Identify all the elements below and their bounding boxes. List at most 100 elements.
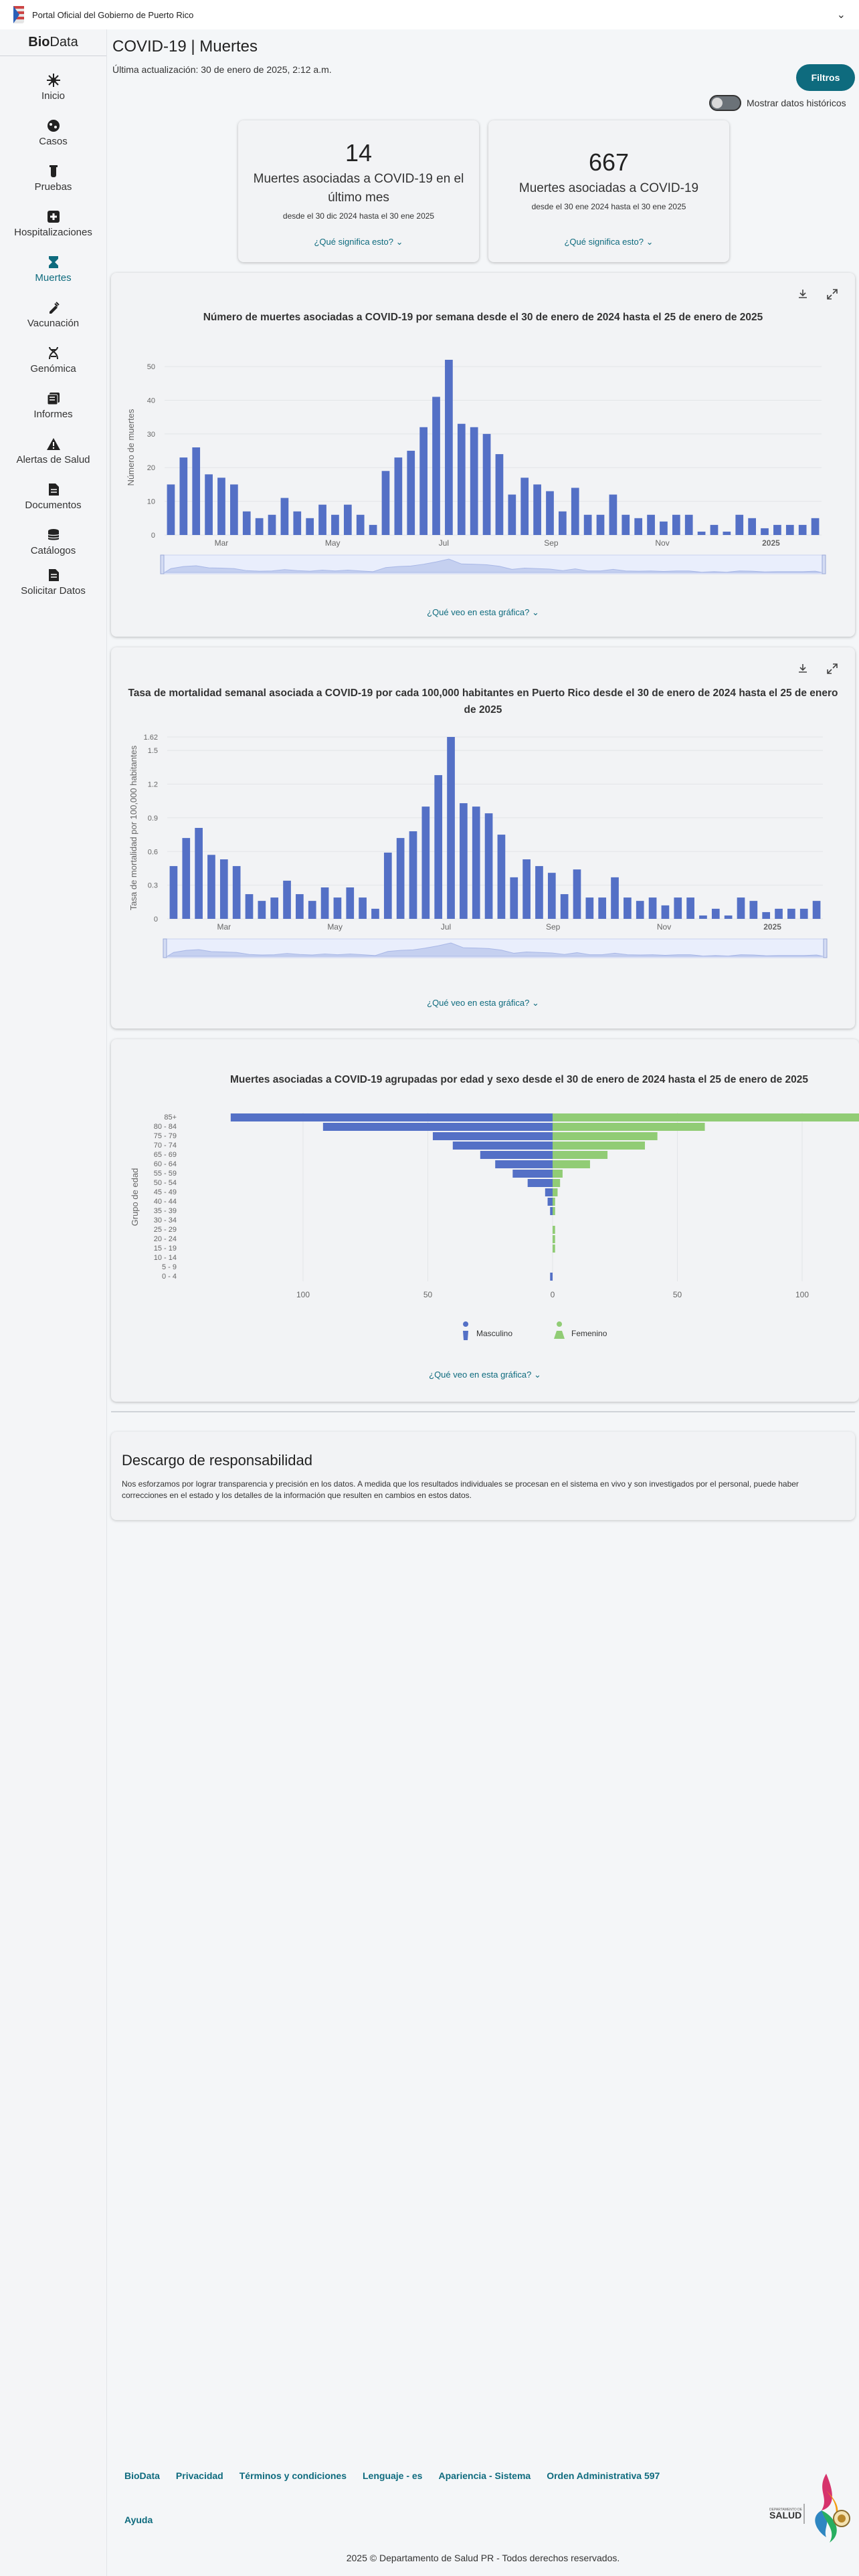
bar[interactable]	[205, 474, 213, 535]
bar[interactable]	[270, 897, 279, 919]
bar[interactable]	[232, 866, 241, 919]
bar[interactable]	[624, 897, 632, 919]
bar[interactable]	[571, 488, 579, 535]
bar[interactable]	[737, 897, 745, 919]
bar[interactable]	[799, 908, 808, 919]
bar[interactable]	[787, 908, 795, 919]
bar[interactable]	[383, 852, 392, 919]
bar[interactable]	[710, 524, 719, 535]
female-bar[interactable]	[553, 1142, 646, 1150]
bar[interactable]	[258, 901, 266, 919]
legend-male-label[interactable]: Masculino	[476, 1329, 512, 1338]
bar[interactable]	[497, 835, 506, 919]
female-bar[interactable]	[553, 1151, 608, 1159]
download-icon[interactable]	[796, 662, 809, 675]
expand-icon[interactable]	[826, 288, 839, 301]
bar[interactable]	[495, 454, 504, 535]
bar[interactable]	[396, 838, 405, 919]
male-bar[interactable]	[230, 1113, 553, 1121]
bar[interactable]	[369, 524, 377, 535]
footer-brand-link[interactable]: BioData	[124, 2470, 160, 2481]
bar[interactable]	[169, 866, 178, 919]
bar[interactable]	[306, 518, 314, 535]
bar[interactable]	[699, 915, 707, 919]
bar[interactable]	[773, 524, 781, 535]
bar[interactable]	[598, 897, 607, 919]
bar[interactable]	[573, 869, 581, 919]
bar[interactable]	[293, 511, 302, 535]
bar[interactable]	[470, 427, 478, 535]
bar[interactable]	[559, 511, 567, 535]
bar[interactable]	[268, 514, 276, 535]
bar[interactable]	[674, 897, 682, 919]
chart-help-link[interactable]: ¿Qué veo en esta gráfica? ⌄	[429, 1370, 541, 1380]
bar[interactable]	[434, 775, 443, 919]
expand-icon[interactable]	[826, 662, 839, 675]
bar[interactable]	[219, 859, 228, 919]
bar[interactable]	[522, 859, 531, 919]
bar[interactable]	[672, 514, 680, 535]
male-bar[interactable]	[452, 1142, 553, 1150]
slider-handle-left[interactable]	[163, 938, 167, 958]
sidebar-item-alertas-de-salud[interactable]: Alertas de Salud	[0, 428, 106, 473]
male-bar[interactable]	[480, 1151, 553, 1159]
footer-link-appearance[interactable]: Apariencia - Sistema	[438, 2470, 531, 2481]
female-bar[interactable]	[553, 1198, 555, 1206]
bar[interactable]	[535, 866, 543, 919]
bar[interactable]	[482, 433, 491, 535]
sidebar-item-casos[interactable]: Casos	[0, 110, 106, 155]
bar[interactable]	[255, 518, 264, 535]
sidebar-item-pruebas[interactable]: Pruebas	[0, 155, 106, 201]
what-means-link[interactable]: ¿Qué significa esto? ⌄	[314, 237, 403, 247]
bar[interactable]	[207, 855, 215, 919]
bar[interactable]	[217, 477, 225, 535]
bar[interactable]	[648, 897, 657, 919]
bar[interactable]	[546, 491, 554, 536]
bar[interactable]	[320, 887, 329, 919]
male-bar[interactable]	[495, 1160, 553, 1168]
bar[interactable]	[333, 897, 342, 919]
female-bar[interactable]	[553, 1235, 555, 1243]
male-bar[interactable]	[432, 1132, 553, 1140]
bar[interactable]	[472, 807, 480, 919]
bar[interactable]	[724, 915, 733, 919]
male-bar[interactable]	[322, 1123, 553, 1131]
slider-handle-right[interactable]	[823, 938, 828, 958]
bar[interactable]	[798, 524, 807, 535]
bar[interactable]	[280, 498, 289, 535]
bar[interactable]	[343, 504, 352, 535]
filters-button[interactable]: Filtros	[796, 64, 855, 91]
chart-help-link[interactable]: ¿Qué veo en esta gráfica? ⌄	[427, 998, 539, 1008]
sidebar-item-informes[interactable]: Informes	[0, 383, 106, 428]
bar[interactable]	[346, 887, 355, 919]
bar[interactable]	[585, 897, 594, 919]
sidebar-item-muertes[interactable]: Muertes	[0, 246, 106, 292]
what-means-link[interactable]: ¿Qué significa esto? ⌄	[564, 237, 654, 247]
bar[interactable]	[331, 514, 339, 535]
bar[interactable]	[775, 908, 783, 919]
sidebar-item-inicio[interactable]: Inicio	[0, 64, 106, 110]
bar[interactable]	[735, 514, 744, 535]
bar[interactable]	[697, 531, 706, 535]
bar[interactable]	[457, 423, 466, 535]
chart-help-link[interactable]: ¿Qué veo en esta gráfica? ⌄	[427, 607, 539, 617]
bar[interactable]	[230, 484, 238, 535]
bar[interactable]	[711, 908, 720, 919]
bar[interactable]	[761, 528, 769, 535]
bar[interactable]	[684, 514, 693, 535]
legend-female-label[interactable]: Femenino	[571, 1329, 607, 1338]
bar[interactable]	[419, 427, 427, 535]
bar[interactable]	[508, 494, 516, 535]
female-bar[interactable]	[553, 1170, 563, 1178]
bar[interactable]	[749, 901, 758, 919]
bar[interactable]	[195, 828, 203, 919]
bar[interactable]	[242, 511, 251, 535]
bar[interactable]	[318, 504, 326, 535]
male-bar[interactable]	[547, 1198, 553, 1206]
bar[interactable]	[381, 471, 390, 535]
footer-link-privacy[interactable]: Privacidad	[175, 2470, 223, 2481]
bar[interactable]	[359, 897, 367, 919]
bar[interactable]	[371, 908, 379, 919]
footer-link-help[interactable]: Ayuda	[124, 2514, 153, 2525]
bar[interactable]	[785, 524, 794, 535]
